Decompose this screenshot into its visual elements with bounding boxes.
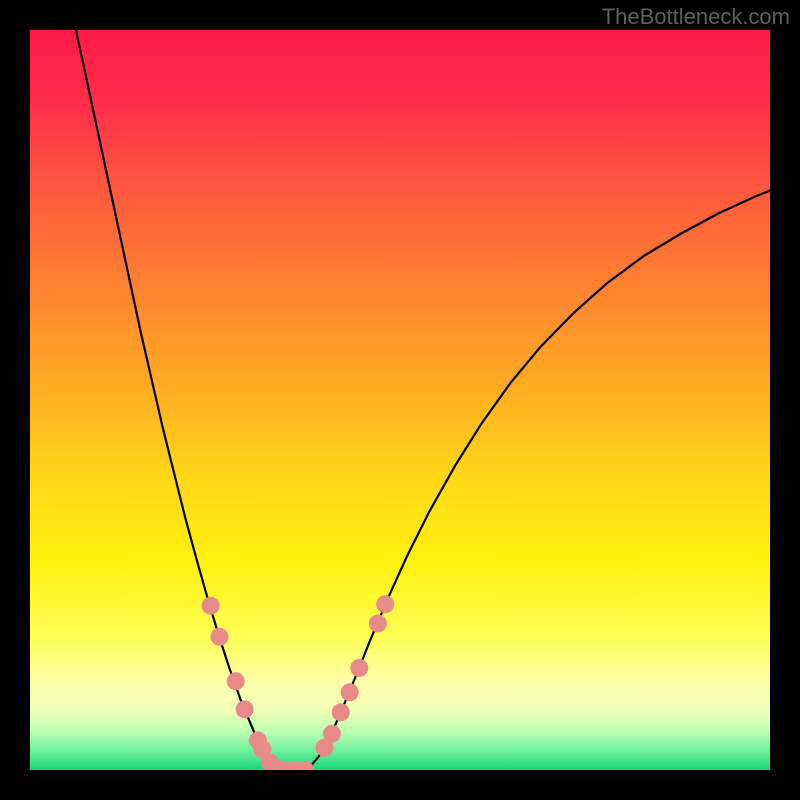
watermark-text: TheBottleneck.com (602, 4, 790, 30)
marker-dot (341, 683, 359, 701)
marker-dot (323, 725, 341, 743)
marker-dot (350, 659, 368, 677)
marker-dot (210, 628, 228, 646)
chart-canvas: TheBottleneck.com (0, 0, 800, 800)
plot-svg (30, 30, 770, 770)
curve-left (76, 30, 280, 770)
marker-dot (202, 597, 220, 615)
marker-dot (332, 703, 350, 721)
plot-area (30, 30, 770, 770)
marker-dot (227, 672, 245, 690)
marker-dot (369, 614, 387, 632)
marker-dot (236, 700, 254, 718)
marker-group (202, 595, 395, 770)
marker-dot (376, 595, 394, 613)
curve-right (304, 191, 770, 770)
